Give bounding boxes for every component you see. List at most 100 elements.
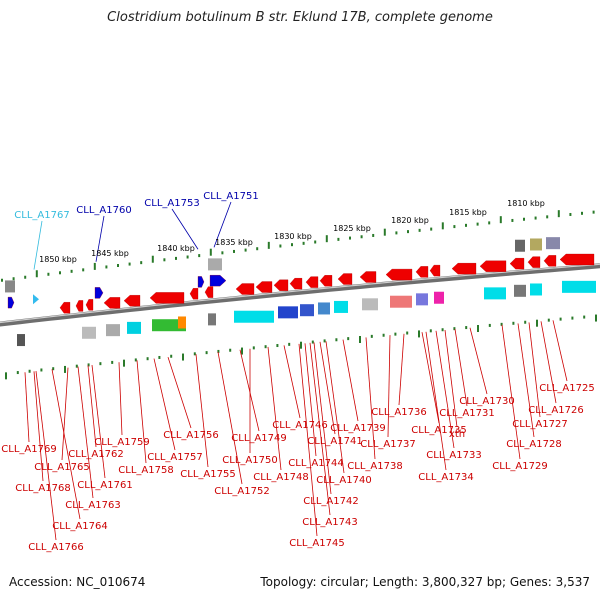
reverse-gene-arrow bbox=[451, 262, 477, 275]
gene-block bbox=[434, 291, 444, 304]
reverse-leader-line bbox=[398, 333, 405, 406]
gene-block bbox=[300, 304, 314, 317]
reverse-gene-label: CLL_A1769 bbox=[1, 444, 56, 455]
reverse-leader-line bbox=[195, 354, 209, 468]
reverse-gene-label: CLL_A1736 bbox=[371, 407, 426, 418]
gene-block bbox=[17, 334, 25, 347]
reverse-gene-arrow bbox=[415, 266, 429, 278]
gene-block bbox=[278, 306, 298, 319]
accession-text: Accession: NC_010674 bbox=[9, 575, 146, 589]
reverse-gene-arrow bbox=[255, 281, 273, 293]
reverse-leader-line bbox=[421, 332, 440, 424]
gene-block bbox=[562, 280, 596, 293]
reverse-leader-line bbox=[167, 356, 192, 429]
leader-layer bbox=[24, 201, 568, 541]
ruler-label: 1845 kbp bbox=[91, 249, 129, 258]
backbone-highlight bbox=[0, 263, 600, 324]
reverse-gene-arrow bbox=[273, 279, 289, 291]
reverse-gene-label: CLL_A1746 bbox=[272, 420, 327, 431]
reverse-leader-line bbox=[365, 337, 376, 460]
reverse-gene-arrow bbox=[359, 271, 377, 283]
reverse-gene-label: CLL_A1735 bbox=[411, 425, 466, 436]
ruler-label: 1835 kbp bbox=[215, 238, 253, 247]
reverse-leader-line bbox=[51, 369, 81, 520]
reverse-gene-arrow bbox=[235, 283, 255, 295]
ruler-label: 1850 kbp bbox=[39, 255, 77, 264]
reverse-leader-line bbox=[325, 341, 345, 474]
gene-block bbox=[484, 287, 506, 300]
reverse-gene-label: CLL_A1748 bbox=[253, 472, 308, 483]
reverse-gene-label: CLL_A1733 bbox=[426, 450, 481, 461]
forward-leader-line bbox=[33, 220, 43, 270]
reverse-leader-line bbox=[552, 320, 568, 382]
reverse-gene-arrow bbox=[149, 292, 185, 304]
reverse-gene-arrow bbox=[479, 260, 507, 272]
gene-block bbox=[208, 313, 216, 326]
reverse-gene-arrow bbox=[319, 275, 333, 287]
reverse-leader-line bbox=[118, 362, 123, 436]
reverse-leader-line bbox=[91, 365, 106, 479]
gene-block bbox=[5, 280, 15, 293]
gene-block bbox=[234, 310, 274, 323]
reverse-gene-label: CLL_A1763 bbox=[65, 500, 120, 511]
forward-leader-line bbox=[95, 215, 105, 262]
reverse-leader-line bbox=[528, 322, 541, 418]
reverse-gene-label: xth bbox=[449, 429, 465, 440]
backbone-layer bbox=[0, 263, 600, 327]
reverse-gene-label: CLL_A1744 bbox=[288, 458, 343, 469]
reverse-gene-label: CLL_A1728 bbox=[506, 439, 561, 450]
reverse-gene-label: CLL_A1768 bbox=[15, 483, 70, 494]
reverse-gene-arrow bbox=[103, 297, 121, 309]
reverse-leader-line bbox=[454, 329, 468, 407]
ruler-label: 1810 kbp bbox=[507, 199, 545, 208]
reverse-gene-label: CLL_A1755 bbox=[180, 469, 235, 480]
reverse-gene-arrow bbox=[559, 253, 595, 266]
reverse-gene-label: CLL_A1757 bbox=[147, 452, 202, 463]
reverse-gene-arrow bbox=[337, 273, 353, 285]
map-title: Clostridium botulinum B str. Eklund 17B,… bbox=[107, 10, 493, 25]
backbone-line bbox=[0, 263, 600, 327]
reverse-leader-line bbox=[35, 371, 57, 541]
reverse-gene-arrow bbox=[189, 288, 199, 300]
reverse-gene-label: CLL_A1734 bbox=[418, 472, 473, 483]
reverse-leader-line bbox=[217, 351, 243, 485]
forward-gene-arrow bbox=[7, 296, 15, 309]
reverse-gene-label: CLL_A1730 bbox=[459, 396, 514, 407]
reverse-gene-label: CLL_A1756 bbox=[163, 430, 218, 441]
reverse-leader-line bbox=[267, 346, 282, 471]
reverse-gene-label: CLL_A1759 bbox=[94, 437, 149, 448]
reverse-gene-label: CLL_A1765 bbox=[34, 462, 89, 473]
reverse-leader-line bbox=[304, 343, 317, 457]
reverse-gene-label: CLL_A1750 bbox=[222, 455, 277, 466]
reverse-leader-line bbox=[136, 360, 147, 464]
reverse-gene-arrow bbox=[429, 264, 441, 277]
reverse-gene-label: CLL_A1752 bbox=[214, 486, 269, 497]
forward-gene-label: CLL_A1760 bbox=[76, 205, 131, 216]
reverse-gene-label: CLL_A1764 bbox=[52, 521, 107, 532]
reverse-gene-label: CLL_A1741 bbox=[307, 436, 362, 447]
forward-leader-line bbox=[171, 208, 199, 250]
gene-block bbox=[318, 302, 330, 315]
reverse-gene-label: CLL_A1739 bbox=[330, 423, 385, 434]
ruler-label: 1820 kbp bbox=[391, 216, 429, 225]
forward-leader-line bbox=[213, 201, 232, 248]
gene-block bbox=[416, 293, 428, 306]
reverse-leader-line bbox=[298, 343, 318, 537]
genome-summary-text: Topology: circular; Length: 3,800,327 bp… bbox=[260, 575, 590, 589]
reverse-gene-arrow bbox=[75, 300, 84, 312]
reverse-leader-line bbox=[77, 366, 94, 499]
reverse-leader-line bbox=[501, 324, 521, 460]
reverse-leader-line bbox=[469, 327, 488, 395]
reverse-gene-arrow bbox=[527, 256, 541, 268]
reverse-gene-label: CLL_A1729 bbox=[492, 461, 547, 472]
gene-block bbox=[208, 258, 222, 271]
gene-block bbox=[546, 237, 560, 250]
forward-gene-label: CLL_A1767 bbox=[14, 210, 69, 221]
reverse-gene-label: CLL_A1737 bbox=[360, 439, 415, 450]
forward-gene-label: CLL_A1753 bbox=[144, 198, 199, 209]
reverse-gene-arrow bbox=[385, 268, 413, 281]
reverse-leader-line bbox=[283, 345, 301, 419]
gene-block bbox=[362, 298, 378, 311]
ruler-label: 1815 kbp bbox=[449, 208, 487, 217]
